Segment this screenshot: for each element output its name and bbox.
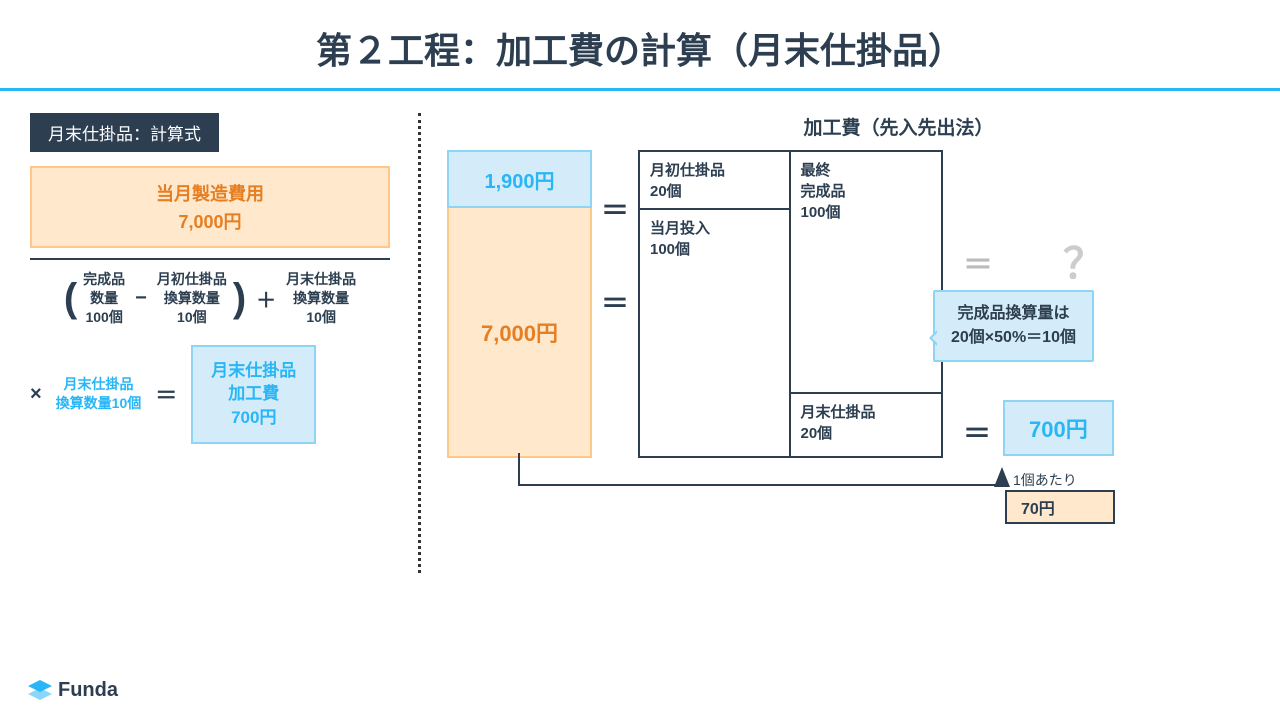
- denom-term3: 月末仕掛品 換算数量 10個: [286, 270, 356, 327]
- callout: 完成品換算量は 20個×50%＝10個: [933, 290, 1094, 362]
- equals-column: ＝ ＝: [592, 150, 638, 458]
- chart-row: 1,900円 7,000円 ＝ ＝ 月初仕掛品 20個 当月投入 100個: [447, 150, 1250, 458]
- t-cell-endwip: 月末仕掛品 20個: [791, 392, 942, 456]
- page-title: 第２工程：加工費の計算（月末仕掛品）: [0, 0, 1280, 88]
- brand-logo: Funda: [28, 679, 118, 702]
- t-left: 月初仕掛品 20個 当月投入 100個: [640, 152, 791, 456]
- t-cell-input: 当月投入 100個: [640, 210, 789, 456]
- vertical-divider: [418, 113, 421, 573]
- result-column: ＝ ？ 完成品換算量は 20個×50%＝10個 ＝ 700円 1個あたり 70円: [943, 150, 1250, 458]
- t-account: 月初仕掛品 20個 当月投入 100個 最終 完成品 100個: [638, 150, 943, 458]
- t-cell-finished: 最終 完成品 100個: [791, 152, 942, 392]
- content: 月末仕掛品：計算式 当月製造費用 7,000円 ( 完成品 数量 100個 − …: [0, 91, 1280, 573]
- result-box: 700円: [1003, 400, 1114, 456]
- question-mark: ？: [1063, 230, 1105, 291]
- cost-column: 1,900円 7,000円: [447, 150, 592, 458]
- per-unit-box: 70円: [1005, 490, 1115, 524]
- per-unit-label: 1個あたり: [1013, 470, 1077, 490]
- paren-open: (: [64, 278, 77, 318]
- logo-text: Funda: [58, 679, 118, 702]
- question-eq: ＝: [963, 240, 993, 284]
- t-right: 最終 完成品 100個 月末仕掛品 20個: [791, 152, 942, 456]
- multiply-row: × 月末仕掛品 換算数量10個 ＝ 月末仕掛品 加工費 700円: [30, 345, 390, 444]
- minus-op: −: [135, 287, 147, 310]
- logo-icon: [28, 680, 52, 702]
- denominator: ( 完成品 数量 100個 − 月初仕掛品 換算数量 10個 ) ＋ 月末仕掛品…: [30, 270, 390, 327]
- denom-term1: 完成品 数量 100個: [83, 270, 125, 327]
- denom-term2: 月初仕掛品 換算数量 10個: [157, 270, 227, 327]
- numerator-box: 当月製造費用 7,000円: [30, 166, 390, 248]
- paren-close: ): [233, 278, 246, 318]
- eq-mid: ＝: [601, 282, 629, 322]
- formula-panel: 月末仕掛品：計算式 当月製造費用 7,000円 ( 完成品 数量 100個 − …: [30, 113, 410, 573]
- multiply-op: ×: [30, 383, 42, 406]
- chart-title: 加工費（先入先出法）: [547, 113, 1250, 140]
- cost-top: 1,900円: [447, 150, 592, 208]
- plus-op: ＋: [256, 284, 276, 313]
- numerator-l1: 当月製造費用: [44, 180, 376, 206]
- mult-term: 月末仕掛品 換算数量10個: [56, 375, 142, 414]
- t-cell-begwip: 月初仕掛品 20個: [640, 152, 789, 210]
- eq-top: ＝: [601, 189, 629, 229]
- equals-op: ＝: [155, 378, 177, 410]
- chart-panel: 加工費（先入先出法） 1,900円 7,000円 ＝ ＝ 月初仕掛品 20個 当…: [429, 113, 1250, 573]
- fraction-line: [30, 258, 390, 260]
- result-eq: ＝: [963, 412, 991, 452]
- numerator-l2: 7,000円: [44, 208, 376, 234]
- result-box-left: 月末仕掛品 加工費 700円: [191, 345, 316, 444]
- formula-header: 月末仕掛品：計算式: [30, 113, 219, 152]
- cost-main: 7,000円: [447, 208, 592, 458]
